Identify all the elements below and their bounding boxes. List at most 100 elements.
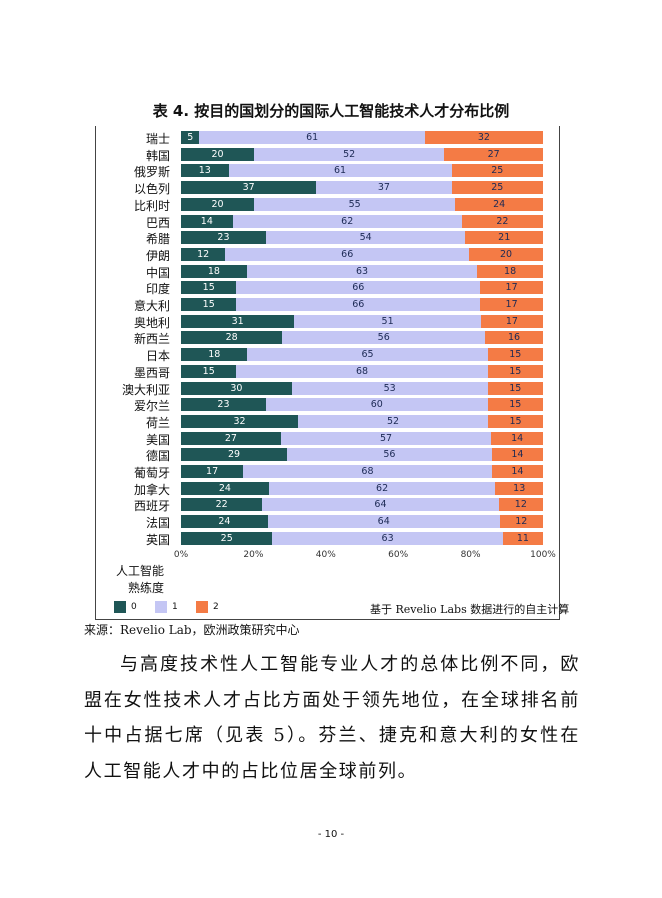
- x-tick-label: 40%: [315, 550, 336, 560]
- category-label: 瑞士: [145, 132, 170, 146]
- bar-segment-2: 11: [502, 531, 543, 545]
- bar-segment-2: 12: [498, 498, 543, 512]
- bar-segment-2: 15: [487, 348, 543, 362]
- bar-segment-0: 14: [181, 214, 233, 228]
- bar-segment-0: 17: [181, 465, 244, 478]
- bar-segment-0: 18: [181, 264, 247, 278]
- bar-segment-2: 25: [451, 181, 543, 195]
- category-label: 西班牙: [133, 499, 170, 514]
- bar-segment-0: 24: [181, 515, 268, 529]
- bar-segment-1: 68: [236, 364, 488, 378]
- legend-label: 0: [131, 602, 137, 612]
- bar-segment-1: 63: [272, 531, 503, 545]
- bar-segment-1: 54: [265, 231, 466, 245]
- bar-segment-0: 5: [181, 131, 200, 144]
- bar-segment-1: 53: [291, 381, 488, 395]
- category-label: 葡萄牙: [133, 466, 170, 480]
- bar-segment-1: 64: [267, 515, 500, 529]
- legend-swatch: [114, 601, 126, 613]
- bar-segment-1: 64: [262, 498, 499, 512]
- bar-segment-1: 66: [236, 281, 481, 295]
- category-label: 巴西: [145, 215, 170, 230]
- bar-segment-2: 14: [491, 465, 543, 478]
- bar-segment-0: 13: [181, 164, 229, 178]
- category-label: 荷兰: [145, 415, 170, 430]
- bar-segment-2: 16: [485, 331, 543, 345]
- bar-segment-0: 15: [181, 281, 237, 295]
- bar-segment-1: 37: [316, 181, 452, 195]
- category-label: 日本: [145, 349, 170, 364]
- bar-segment-2: 17: [480, 298, 543, 311]
- bar-segment-2: 27: [444, 147, 543, 161]
- chart-note: 基于 Revelio Labs 数据进行的自主计算: [370, 603, 570, 616]
- category-label: 英国: [145, 532, 170, 547]
- bar-segment-1: 62: [232, 214, 462, 228]
- bar-segment-1: 68: [243, 465, 492, 478]
- bar-segment-0: 27: [181, 431, 281, 445]
- bar-segment-1: 66: [225, 247, 470, 261]
- bar-segment-0: 23: [181, 231, 266, 245]
- chart-frame: [95, 126, 560, 620]
- bar-segment-2: 25: [451, 164, 543, 178]
- x-tick-label: 100%: [530, 550, 556, 560]
- bar-segment-2: 18: [477, 264, 543, 278]
- bar-segment-0: 15: [181, 298, 237, 311]
- bar-segment-1: 61: [199, 131, 425, 144]
- bar-segment-0: 32: [181, 414, 298, 428]
- legend-title: 人工智能 熟练度: [115, 564, 164, 595]
- legend-swatch: [196, 601, 208, 613]
- source-line: 来源：Revelio Lab，欧洲政策研究中心: [84, 623, 300, 637]
- bar-segment-1: 65: [247, 348, 488, 362]
- bar-segment-1: 62: [268, 481, 496, 495]
- bar-segment-2: 24: [455, 197, 543, 211]
- category-label: 澳大利亚: [121, 382, 170, 397]
- bar-segment-2: 21: [465, 231, 543, 245]
- bar-segment-0: 20: [181, 147, 255, 161]
- bar-segment-2: 15: [487, 381, 543, 395]
- bar-segment-0: 29: [181, 448, 288, 462]
- legend-label: 2: [213, 602, 219, 612]
- bar-segment-2: 15: [487, 398, 543, 412]
- bar-segment-0: 24: [181, 481, 269, 495]
- bar-segment-2: 15: [488, 414, 543, 428]
- category-label: 俄罗斯: [133, 165, 170, 180]
- category-label: 希腊: [145, 232, 170, 247]
- category-label: 意大利: [133, 299, 170, 313]
- category-label: 比利时: [133, 198, 170, 213]
- category-label: 美国: [145, 432, 170, 447]
- bar-segment-1: 56: [282, 331, 486, 345]
- bar-segment-0: 30: [181, 381, 292, 395]
- table-title: 表 4. 按目的国划分的国际人工智能技术人才分布比例: [152, 102, 510, 120]
- legend-label: 1: [172, 602, 178, 612]
- bar-segment-1: 51: [294, 314, 481, 328]
- bar-segment-2: 20: [469, 247, 543, 261]
- bar-segment-0: 15: [181, 364, 237, 378]
- page-number: - 10 -: [317, 829, 345, 840]
- category-label: 印度: [145, 282, 170, 297]
- bar-segment-2: 13: [495, 481, 543, 495]
- bar-segment-2: 14: [491, 431, 543, 445]
- category-label: 法国: [145, 516, 170, 531]
- body-paragraph: 与高度技术性人工智能专业人才的总体比例不同，欧盟在女性技术人才占比方面处于领先地…: [84, 654, 580, 782]
- bar-segment-0: 31: [181, 314, 295, 328]
- bar-segment-2: 14: [491, 448, 543, 462]
- bar-segment-2: 17: [480, 314, 543, 328]
- bar-segment-0: 25: [181, 531, 273, 545]
- bar-segment-1: 61: [228, 164, 452, 178]
- bar-segment-1: 60: [265, 398, 488, 412]
- category-label: 韩国: [145, 148, 170, 163]
- bar-segment-1: 52: [254, 147, 445, 161]
- category-label: 墨西哥: [133, 365, 170, 380]
- bar-segment-0: 23: [181, 398, 266, 412]
- bar-segment-1: 55: [254, 197, 456, 211]
- bar-segment-1: 56: [287, 448, 492, 462]
- bar-segment-2: 12: [499, 515, 543, 529]
- legend-swatch: [155, 601, 167, 613]
- x-tick-label: 20%: [243, 550, 264, 560]
- category-label: 新西兰: [133, 332, 170, 347]
- x-tick-label: 80%: [460, 550, 481, 560]
- bar-segment-0: 37: [181, 181, 317, 195]
- category-label: 中国: [145, 265, 170, 280]
- bar-segment-0: 28: [181, 331, 283, 345]
